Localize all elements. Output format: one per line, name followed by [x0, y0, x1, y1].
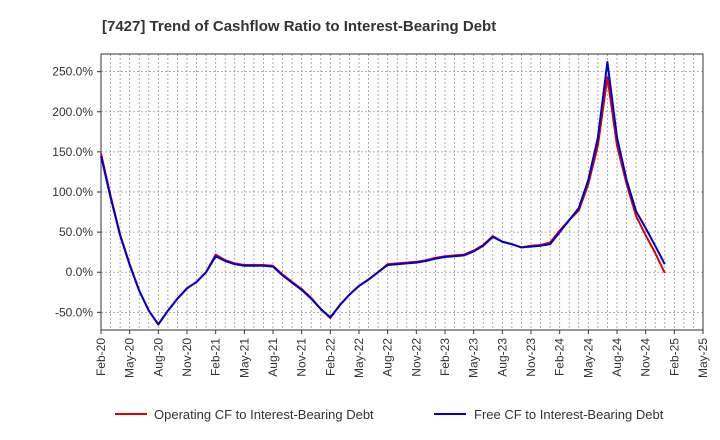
y-tick-label: 50.0%: [59, 225, 93, 239]
grid-lines: [100, 54, 704, 330]
x-tick-label: Aug-20: [151, 338, 165, 377]
x-tick-label: Aug-21: [266, 338, 280, 377]
legend-label: Operating CF to Interest-Bearing Debt: [154, 407, 374, 422]
chart-title: [7427] Trend of Cashflow Ratio to Intere…: [102, 18, 496, 35]
x-tick-label: Feb-25: [667, 338, 681, 376]
x-tick-label: Feb-24: [553, 338, 567, 376]
x-tick-label: Nov-22: [409, 338, 423, 377]
legend-label: Free CF to Interest-Bearing Debt: [474, 407, 664, 422]
x-tick-label: Nov-20: [180, 338, 194, 377]
x-tick-label: Aug-23: [495, 338, 509, 377]
x-tick-label: Feb-20: [94, 338, 108, 376]
y-tick-label: 200.0%: [52, 105, 93, 119]
x-tick-label: May-21: [237, 338, 251, 378]
x-tick-label: Nov-23: [524, 338, 538, 377]
series-lines: [100, 61, 666, 326]
x-tick-label: Aug-22: [381, 338, 395, 377]
y-tick-label: -50.0%: [55, 305, 93, 319]
series-line-free-cf: [100, 61, 666, 326]
x-tick-label: Feb-21: [209, 338, 223, 376]
x-tick-label: Nov-21: [295, 338, 309, 377]
y-tick-label: 250.0%: [52, 65, 93, 79]
x-tick-label: Nov-24: [639, 338, 653, 377]
legend: Operating CF to Interest-Bearing Debt Fre…: [115, 407, 664, 422]
x-tick-label: May-24: [581, 338, 595, 378]
x-tick-label: May-20: [123, 338, 137, 378]
x-tick-label: May-25: [696, 338, 710, 378]
x-tick-label: Feb-23: [438, 338, 452, 376]
y-tick-label: 100.0%: [52, 185, 93, 199]
x-axis: Feb-20 May-20 Aug-20 Nov-20 Feb-21 May-21 Aug-…: [94, 330, 710, 378]
x-tick-label: Feb-22: [323, 338, 337, 376]
x-tick-label: May-22: [352, 338, 366, 378]
y-tick-label: 0.0%: [66, 265, 94, 279]
y-axis: -50.0% 0.0% 50.0% 100.0% 150.0% 200.0% 250.0%: [52, 65, 101, 319]
y-tick-label: 150.0%: [52, 145, 93, 159]
x-tick-label: Aug-24: [610, 338, 624, 377]
x-tick-label: May-23: [467, 338, 481, 378]
